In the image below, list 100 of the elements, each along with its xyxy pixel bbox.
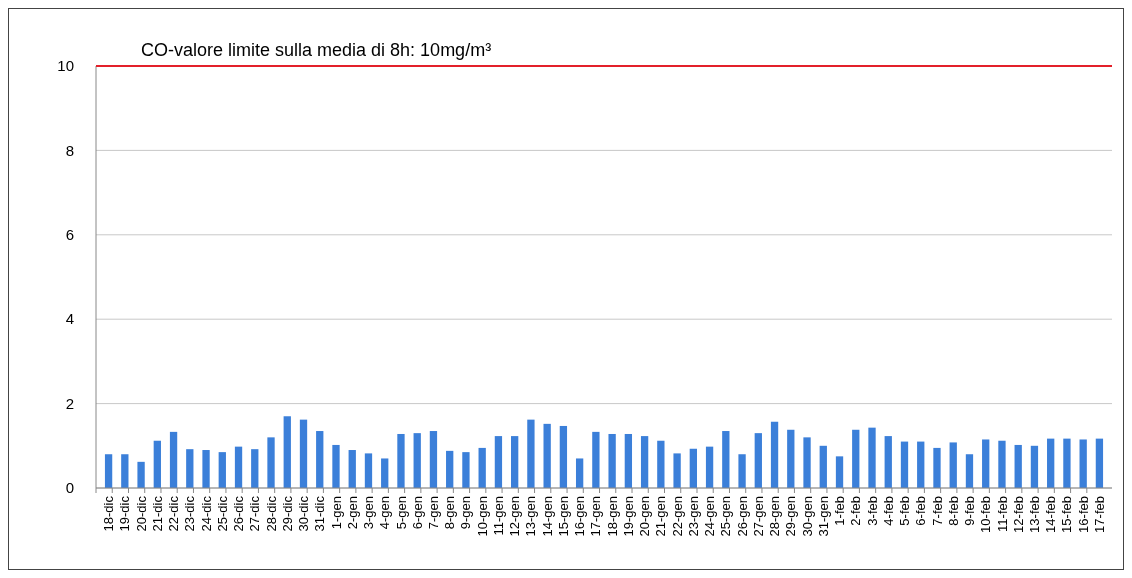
bar [511,436,519,488]
x-tick-label: 5-feb [897,496,913,526]
x-tick-label: 24-dic [198,495,214,532]
y-tick-label: 6 [65,226,74,244]
bar [884,436,892,488]
bar [868,427,876,488]
bar [251,449,259,488]
x-tick-label: 6-gen [409,496,425,530]
x-tick-label: 10-feb [978,496,994,533]
bar [1047,438,1055,488]
bar [121,454,129,488]
bar [381,458,389,488]
bar [608,433,616,488]
x-tick-label: 20-gen [637,496,653,537]
x-tick-label: 1-feb [832,496,848,526]
bar [738,454,746,488]
x-tick-label: 9-gen [458,496,474,530]
bar [900,441,909,488]
x-tick-label: 17-feb [1091,496,1107,533]
bar [1030,445,1039,488]
x-tick-label: 31-gen [815,496,831,537]
x-tick-label: 5-gen [393,496,409,530]
bar [998,440,1006,488]
bar [754,433,762,488]
x-tick-label: 3-gen [361,496,377,530]
x-tick-label: 25-dic [214,495,230,532]
x-tick-label: 6-feb [913,496,929,526]
x-tick-label: 16-gen [572,496,588,537]
y-tick-label: 10 [57,57,74,75]
x-tick-label: 23-gen [685,496,701,537]
y-tick-label: 8 [65,141,74,159]
bar [949,442,957,488]
x-tick-label: 21-dic [149,495,165,532]
x-tick-label: 30-dic [296,495,312,532]
bar [722,431,730,488]
bar [1079,439,1087,488]
bar [787,429,795,488]
x-tick-label: 14-gen [539,496,555,537]
bar [478,447,486,488]
bar [1063,438,1071,488]
bar [234,446,243,488]
x-tick-label: 27-dic [247,495,263,532]
bar [917,441,925,488]
x-tick-label: 28-gen [767,496,783,537]
bar [364,453,373,488]
bar [446,450,454,488]
x-tick-label: 11-feb [994,496,1010,532]
x-tick-label: 23-dic [182,495,198,532]
bar [592,431,600,488]
x-tick-label: 21-gen [653,496,669,537]
x-tick-label: 18-gen [604,496,620,537]
bar [186,449,194,488]
x-tick-label: 8-gen [442,496,458,530]
bar [397,433,405,488]
x-tick-label: 25-gen [718,496,734,537]
x-tick-label: 16-feb [1075,496,1091,533]
y-tick-label: 2 [65,394,74,412]
y-tick-label: 4 [65,310,74,328]
bar [933,447,941,488]
x-tick-label: 2-feb [848,496,864,526]
x-tick-label: 29-gen [783,496,799,537]
bar [575,458,584,488]
bar [852,429,860,488]
bar [835,456,844,488]
x-tick-label: 29-dic [279,495,295,532]
x-tick-label: 4-gen [377,496,393,530]
bar [657,440,665,488]
bar [283,416,291,488]
bar [965,454,974,488]
x-tick-label: 20-dic [133,495,149,532]
bar [316,431,324,488]
bar [982,439,990,488]
bar [819,445,827,488]
x-tick-label: 13-gen [523,496,539,537]
bar [689,448,697,488]
bar [153,440,161,488]
bar [1014,444,1022,488]
x-tick-label: 13-feb [1026,496,1042,533]
bar [429,431,438,488]
x-tick-label: 15-feb [1059,496,1075,533]
bar [527,419,535,488]
x-tick-label: 7-gen [426,496,441,530]
x-tick-label: 26-dic [231,495,247,532]
bar [413,433,421,488]
bar [169,431,178,488]
bar [494,436,503,488]
bar [104,454,113,488]
bar [1095,438,1104,488]
x-tick-label: 31-dic [312,495,328,532]
ref-line-label: CO-valore limite sulla media di 8h: 10mg/m³ [141,40,492,60]
x-tick-label: 26-gen [734,496,750,537]
x-tick-label: 7-feb [929,496,945,526]
x-tick-label: 3-feb [864,496,880,526]
bar [202,450,210,488]
bar [332,444,340,488]
bar [705,446,714,488]
x-tick-label: 1-gen [328,496,344,530]
x-tick-label: 24-gen [702,496,718,537]
x-tick-label: 14-feb [1043,496,1059,533]
x-tick-label: 30-gen [799,496,815,537]
